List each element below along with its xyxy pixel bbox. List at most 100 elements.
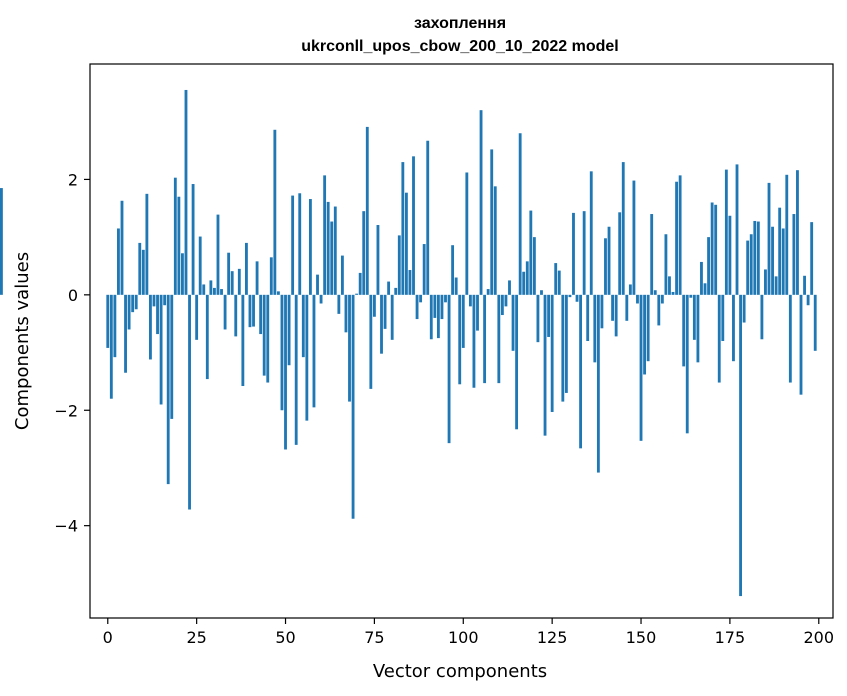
y-tick-label: −4 — [54, 517, 78, 536]
bar — [252, 294, 255, 327]
bar — [760, 294, 764, 340]
x-tick-label: 100 — [448, 628, 479, 647]
bar — [266, 294, 270, 383]
bar — [131, 294, 135, 313]
bar — [788, 294, 792, 383]
bar — [294, 294, 298, 445]
bar — [319, 294, 323, 304]
bar — [508, 280, 511, 295]
bar — [276, 291, 280, 295]
chart-title: захоплення — [414, 15, 506, 32]
bar — [188, 294, 191, 510]
y-tick-label: 0 — [68, 286, 78, 305]
bar — [429, 294, 433, 340]
bar — [184, 89, 188, 295]
bar — [262, 294, 266, 376]
bar — [628, 284, 632, 295]
bar — [120, 200, 124, 295]
bar — [301, 294, 305, 358]
bar — [739, 294, 742, 597]
bar — [280, 294, 284, 411]
bar — [742, 294, 746, 323]
bar — [586, 294, 590, 341]
bar — [728, 215, 732, 295]
bar — [685, 294, 689, 434]
bar — [522, 271, 526, 295]
bar — [152, 294, 156, 307]
bar — [419, 294, 423, 303]
bar — [305, 294, 309, 421]
bar — [248, 294, 252, 328]
bar — [454, 277, 458, 295]
bar — [724, 169, 728, 295]
bar — [700, 261, 703, 295]
bar — [568, 294, 572, 298]
bar — [572, 212, 575, 295]
bar — [127, 294, 131, 330]
bar — [518, 133, 522, 295]
bar — [209, 280, 213, 295]
bar — [326, 201, 330, 295]
bar — [259, 294, 263, 335]
bar — [298, 193, 302, 295]
bar — [415, 294, 419, 320]
bar — [358, 272, 362, 295]
bar — [365, 126, 369, 295]
bar — [657, 294, 661, 326]
bar — [536, 294, 540, 343]
bar — [316, 274, 319, 295]
bar — [458, 294, 462, 385]
bar — [141, 249, 145, 295]
x-tick-label: 50 — [275, 628, 295, 647]
bar — [106, 294, 110, 348]
bar — [234, 294, 238, 337]
bar — [138, 242, 142, 295]
bar — [117, 228, 120, 295]
bar — [0, 188, 3, 295]
bar — [344, 294, 348, 333]
bar — [227, 252, 231, 295]
bar — [323, 175, 327, 295]
bar — [799, 294, 803, 395]
bar — [383, 294, 387, 329]
bar — [468, 294, 472, 307]
bar — [767, 182, 771, 295]
bar — [124, 294, 127, 373]
bar — [479, 110, 483, 295]
bars-group — [0, 89, 817, 597]
bar — [515, 294, 519, 430]
bar — [732, 294, 735, 362]
bar — [561, 294, 565, 402]
bar — [781, 228, 785, 295]
bar — [611, 294, 615, 321]
chart-subtitle: ukrconll_upos_cbow_200_10_2022 model — [301, 38, 618, 55]
bar — [671, 291, 675, 295]
x-axis-ticks: 0 25 50 75 100 125 150 175 200 — [103, 618, 834, 647]
bar — [380, 294, 383, 354]
bar — [557, 270, 561, 295]
bar — [753, 220, 757, 295]
bar — [660, 294, 664, 304]
bar — [500, 294, 504, 316]
bar — [447, 294, 451, 444]
bar — [710, 202, 714, 295]
bar — [412, 156, 415, 295]
bar — [696, 294, 700, 363]
bar — [692, 294, 696, 340]
bar — [195, 294, 199, 340]
bar — [422, 244, 426, 295]
bar — [778, 207, 782, 295]
bar — [348, 294, 351, 402]
bar — [707, 237, 710, 295]
bar — [451, 245, 455, 295]
bar — [145, 193, 149, 295]
bar — [369, 294, 373, 389]
bar — [387, 281, 391, 295]
bar — [703, 283, 707, 295]
bar — [589, 171, 593, 295]
x-axis-label: Vector components — [373, 661, 547, 682]
bar — [376, 225, 380, 295]
bar — [621, 162, 625, 295]
bar — [810, 222, 814, 295]
